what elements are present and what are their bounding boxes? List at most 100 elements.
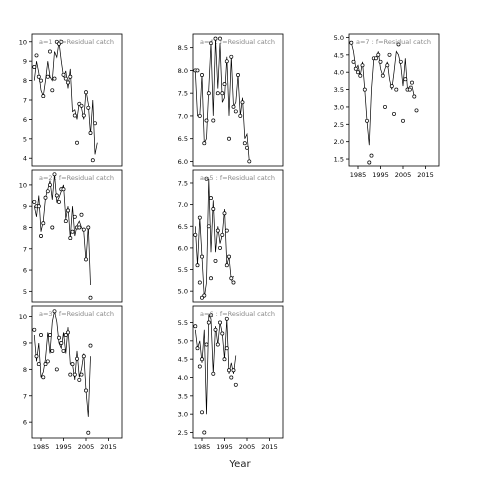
data-point (72, 372, 77, 377)
data-point (59, 341, 64, 345)
data-point (389, 84, 394, 89)
y-tick-label: 4.5 (178, 356, 188, 364)
panel-6: 2.5 3.0 3.5 4.0 4.5 5.0 5.5 1985 1995 2005 2015 a=6… (178, 305, 284, 451)
y-tick-label: 8 (23, 366, 27, 374)
panel-4: 6.0 6.5 7.0 7.5 8.0 8.5 a=4 : f=Residual catch (178, 33, 284, 167)
data-point (41, 221, 46, 226)
data-point (204, 176, 209, 181)
data-point (222, 357, 227, 362)
data-point (360, 63, 365, 68)
data-point (224, 228, 229, 233)
y-tick-label: 7 (23, 245, 27, 253)
panel-2: 5 6 7 8 9 10 a=2 : f=Residual catch (19, 169, 123, 303)
data-point (206, 91, 211, 96)
data-point (367, 160, 372, 165)
data-point (211, 207, 216, 211)
data-point (84, 388, 88, 393)
data-point (197, 113, 202, 118)
data-point (79, 103, 84, 108)
data-point (231, 368, 236, 373)
y-tick-label: 5.0 (334, 34, 344, 42)
data-point (233, 109, 238, 114)
x-tick-label: 1985 (350, 171, 367, 179)
y-tick-label: 5 (23, 288, 27, 296)
data-point (206, 224, 211, 229)
data-point (57, 199, 61, 204)
data-point (41, 94, 46, 99)
data-point (36, 362, 41, 367)
y-tick-label: 3.5 (334, 86, 344, 94)
y-tick-label: 7.0 (178, 112, 188, 120)
data-point (396, 42, 401, 47)
data-point (86, 430, 91, 435)
data-point (63, 333, 68, 337)
series-line (33, 311, 91, 417)
series-line (194, 178, 234, 298)
data-point (41, 375, 46, 380)
y-tick-label: 5.5 (178, 319, 188, 327)
x-tick-label: 1995 (216, 443, 233, 451)
data-point (401, 118, 405, 123)
data-point (407, 87, 412, 92)
data-point (209, 313, 213, 318)
series-line (33, 41, 98, 155)
data-point (54, 193, 59, 198)
series-line (350, 42, 415, 146)
data-point (353, 66, 358, 71)
data-point (374, 56, 378, 61)
data-point (238, 113, 243, 118)
data-point (61, 348, 66, 353)
data-point (32, 199, 37, 204)
panel-frame (31, 305, 123, 439)
data-point (34, 53, 39, 58)
data-point (68, 74, 73, 79)
data-point (200, 295, 204, 300)
data-point (233, 382, 238, 387)
data-point (224, 59, 229, 64)
data-point (197, 215, 202, 220)
data-point (84, 90, 88, 95)
data-point (385, 63, 390, 68)
data-point (195, 68, 200, 73)
data-point (195, 346, 200, 351)
data-point (90, 158, 95, 163)
data-point (351, 59, 356, 64)
data-point (48, 333, 52, 337)
y-tick-label: 7.5 (178, 90, 188, 98)
data-point (32, 327, 37, 332)
panel-title: a=1 : f=Residual catch (39, 38, 114, 46)
y-tick-label: 6 (23, 116, 27, 124)
y-tick-label: 10 (19, 313, 27, 321)
data-point (213, 327, 218, 332)
data-point (218, 320, 222, 325)
y-tick-label: 3.0 (334, 103, 344, 111)
data-point (200, 254, 204, 259)
data-point (224, 263, 229, 268)
panel-frame (192, 305, 284, 439)
data-point (236, 73, 240, 77)
data-point (72, 214, 77, 219)
data-point (220, 232, 225, 237)
y-tick-label: 7 (23, 392, 27, 400)
y-tick-label: 6.5 (178, 223, 188, 231)
data-point (39, 78, 43, 83)
panel-title: a=5 : f=Residual catch (200, 174, 275, 182)
x-tick-label: 2005 (395, 171, 412, 179)
data-point (398, 59, 403, 64)
data-point (213, 258, 218, 263)
data-point (81, 227, 86, 232)
data-point (86, 105, 91, 110)
data-point (88, 131, 93, 135)
y-tick-label: 8.0 (178, 67, 188, 75)
y-tick-label: 2.5 (334, 121, 344, 129)
y-tick-label: 7 (23, 97, 27, 105)
data-point (394, 87, 399, 92)
data-point (75, 356, 79, 361)
data-point (218, 36, 222, 41)
data-point (412, 94, 417, 99)
y-tick-label: 5 (23, 135, 27, 143)
data-point (77, 225, 82, 230)
y-tick-label: 6 (23, 419, 27, 427)
y-tick-label: 4 (23, 155, 27, 163)
data-point (204, 342, 209, 347)
